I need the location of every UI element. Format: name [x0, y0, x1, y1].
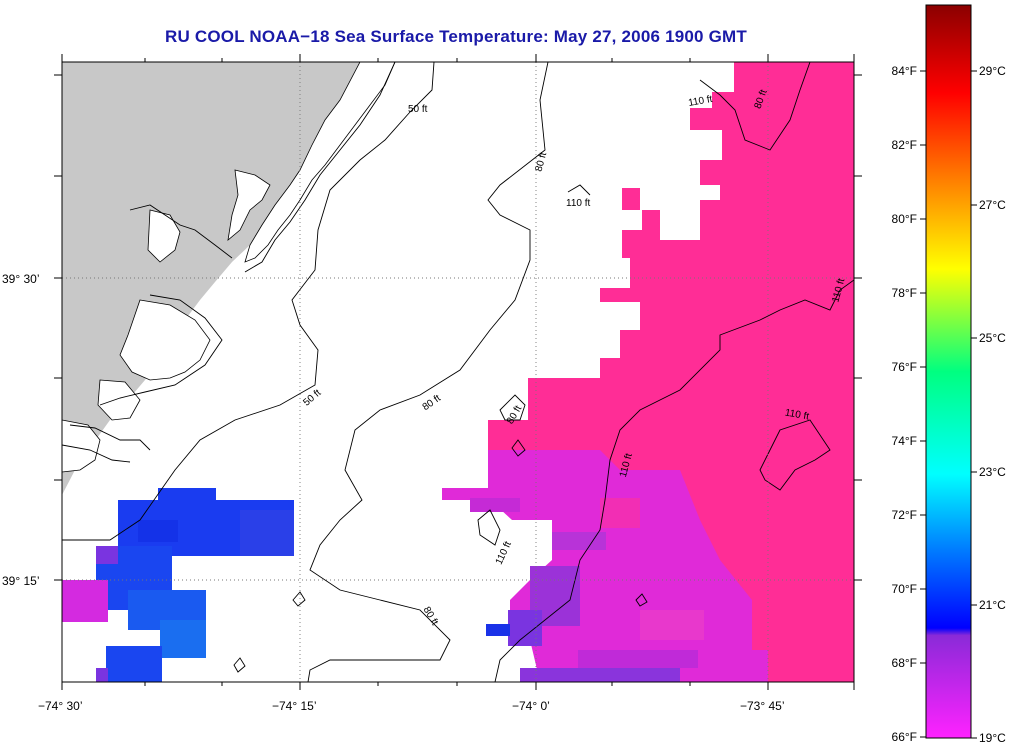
graticule: [62, 62, 854, 682]
sst-map: 50 ft 50 ft 80 ft 80 ft 80 ft 80 ft 80 f…: [2, 54, 862, 713]
contour-label: 110 ft: [784, 407, 810, 422]
axis-ticks: [54, 54, 862, 690]
colorbar-c-label: 21°C: [979, 598, 1006, 612]
map-border: [61, 61, 855, 683]
x-tick-label: −73° 45’: [740, 699, 785, 713]
colorbar-c-label: 23°C: [979, 465, 1006, 479]
contour-label: 80 ft: [534, 151, 550, 173]
x-tick-label: −74° 0’: [512, 699, 550, 713]
contour-label: 110 ft: [566, 198, 590, 209]
contour-label: 110 ft: [687, 94, 713, 109]
colorbar-c-label: 19°C: [979, 731, 1006, 745]
coastline: [62, 62, 396, 463]
map-title: RU COOL NOAA−18 Sea Surface Temperature:…: [165, 27, 747, 46]
land-mass: [62, 62, 362, 495]
x-tick-label: −74° 15’: [272, 699, 317, 713]
axis-labels: −74° 30’ −74° 15’ −74° 0’ −73° 45’ 39° 3…: [2, 272, 785, 713]
colorbar-c-label: 25°C: [979, 331, 1006, 345]
colorbar-ticks: [920, 70, 977, 739]
colorbar-c-label: 27°C: [979, 198, 1006, 212]
y-tick-label: 39° 30’: [2, 272, 40, 286]
bathymetry-contours: [62, 62, 854, 682]
x-tick-label: −74° 30’: [38, 699, 83, 713]
sst-raster: [62, 62, 854, 682]
contour-label: 50 ft: [408, 104, 428, 115]
colorbar-gradient: [925, 4, 972, 739]
y-tick-label: 39° 15’: [2, 574, 40, 588]
colorbar-c-label: 29°C: [979, 64, 1006, 78]
marsh-areas: [62, 62, 396, 473]
